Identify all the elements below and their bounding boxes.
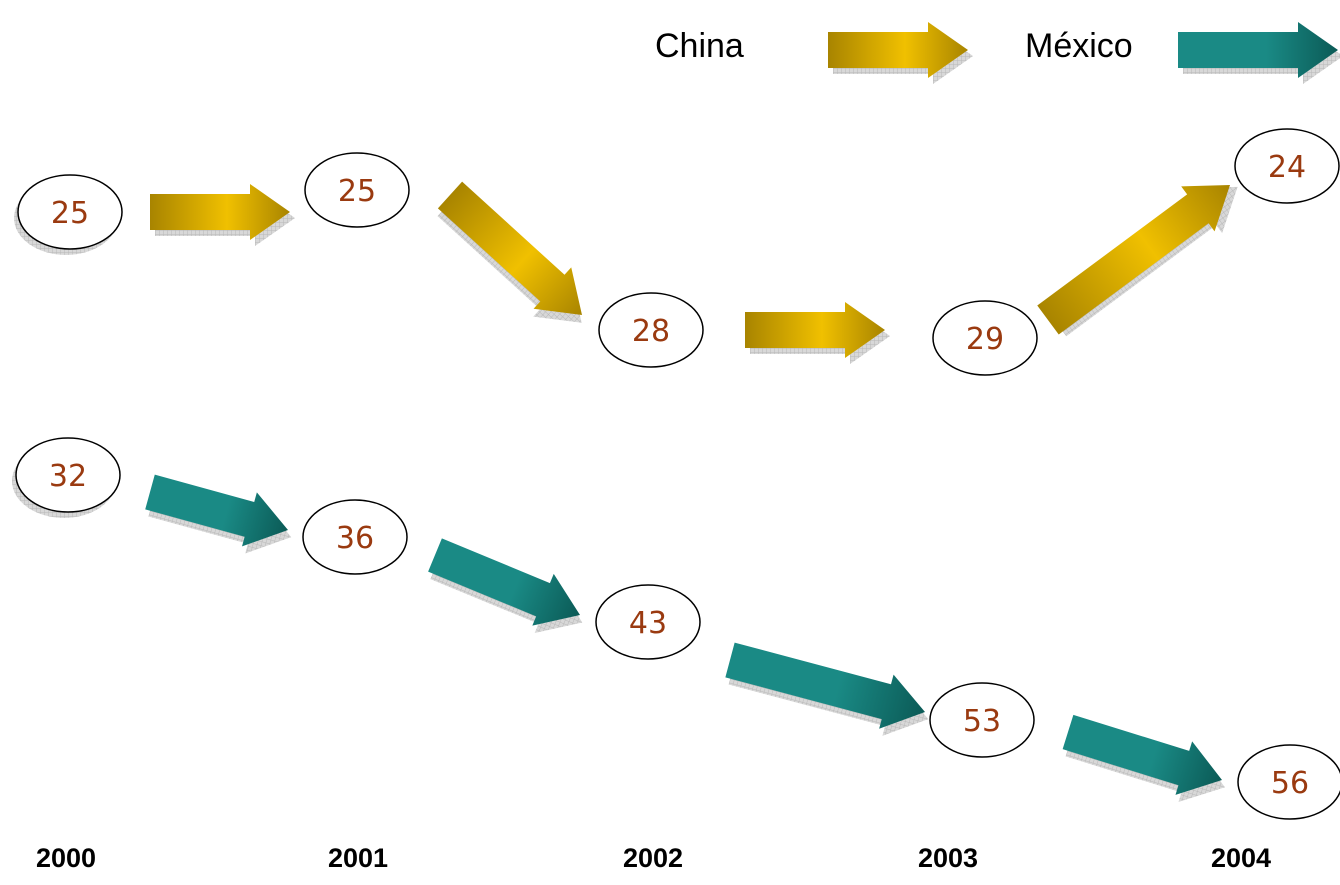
year-label-2004: 2004 [1211,843,1271,873]
series-china: 25 25 28 29 24 [14,128,1340,376]
legend-arrow-china [828,22,973,84]
mexico-nodes: 32 36 43 53 56 [12,437,1340,820]
china-node-2002-value: 28 [632,314,670,349]
legend-label-mexico: México [1025,27,1133,65]
legend-label-china: China [655,27,744,65]
mexico-arrows [145,474,1225,803]
mexico-node-2000-value: 32 [49,459,87,494]
mexico-arrow-2 [428,538,583,634]
legend-arrow-mexico [1178,22,1340,84]
china-nodes: 25 25 28 29 24 [14,128,1340,376]
mexico-arrow-1 [145,474,292,554]
china-node-2001-value: 25 [338,174,376,209]
series-mexico: 32 36 43 53 56 [12,437,1340,820]
year-label-2001: 2001 [328,843,388,873]
china-arrow-3 [745,302,890,364]
year-label-2000: 2000 [36,843,96,873]
china-arrow-4 [1037,184,1238,337]
mexico-node-2004-value: 56 [1271,766,1309,801]
china-node-2003: 29 [932,300,1038,376]
mexico-node-2003: 53 [929,682,1035,758]
china-node-2004: 24 [1234,128,1340,204]
mexico-node-2000: 32 [12,437,121,518]
china-arrows [150,181,1238,364]
china-arrow-1 [150,184,295,246]
mexico-node-2004: 56 [1237,744,1340,820]
legend-arrow-china-shape [828,22,973,84]
china-node-2000-value: 25 [51,196,89,231]
mexico-node-2002: 43 [595,584,701,660]
mexico-node-2003-value: 53 [963,704,1001,739]
china-node-2002: 28 [598,292,704,368]
china-node-2001: 25 [304,152,410,228]
year-label-2003: 2003 [918,843,978,873]
year-label-2002: 2002 [623,843,683,873]
mexico-node-2001: 36 [302,499,408,575]
mexico-node-2002-value: 43 [629,606,667,641]
china-node-2003-value: 29 [966,322,1004,357]
china-node-2004-value: 24 [1268,150,1306,185]
mexico-arrow-4 [1062,714,1225,803]
year-axis: 2000 2001 2002 2003 2004 [36,843,1271,873]
mexico-node-2001-value: 36 [336,521,374,556]
china-node-2000: 25 [14,174,123,255]
mexico-arrow-3 [725,642,929,736]
legend: China México [655,22,1340,84]
legend-arrow-mexico-shape [1178,22,1340,84]
china-arrow-2 [437,181,582,323]
